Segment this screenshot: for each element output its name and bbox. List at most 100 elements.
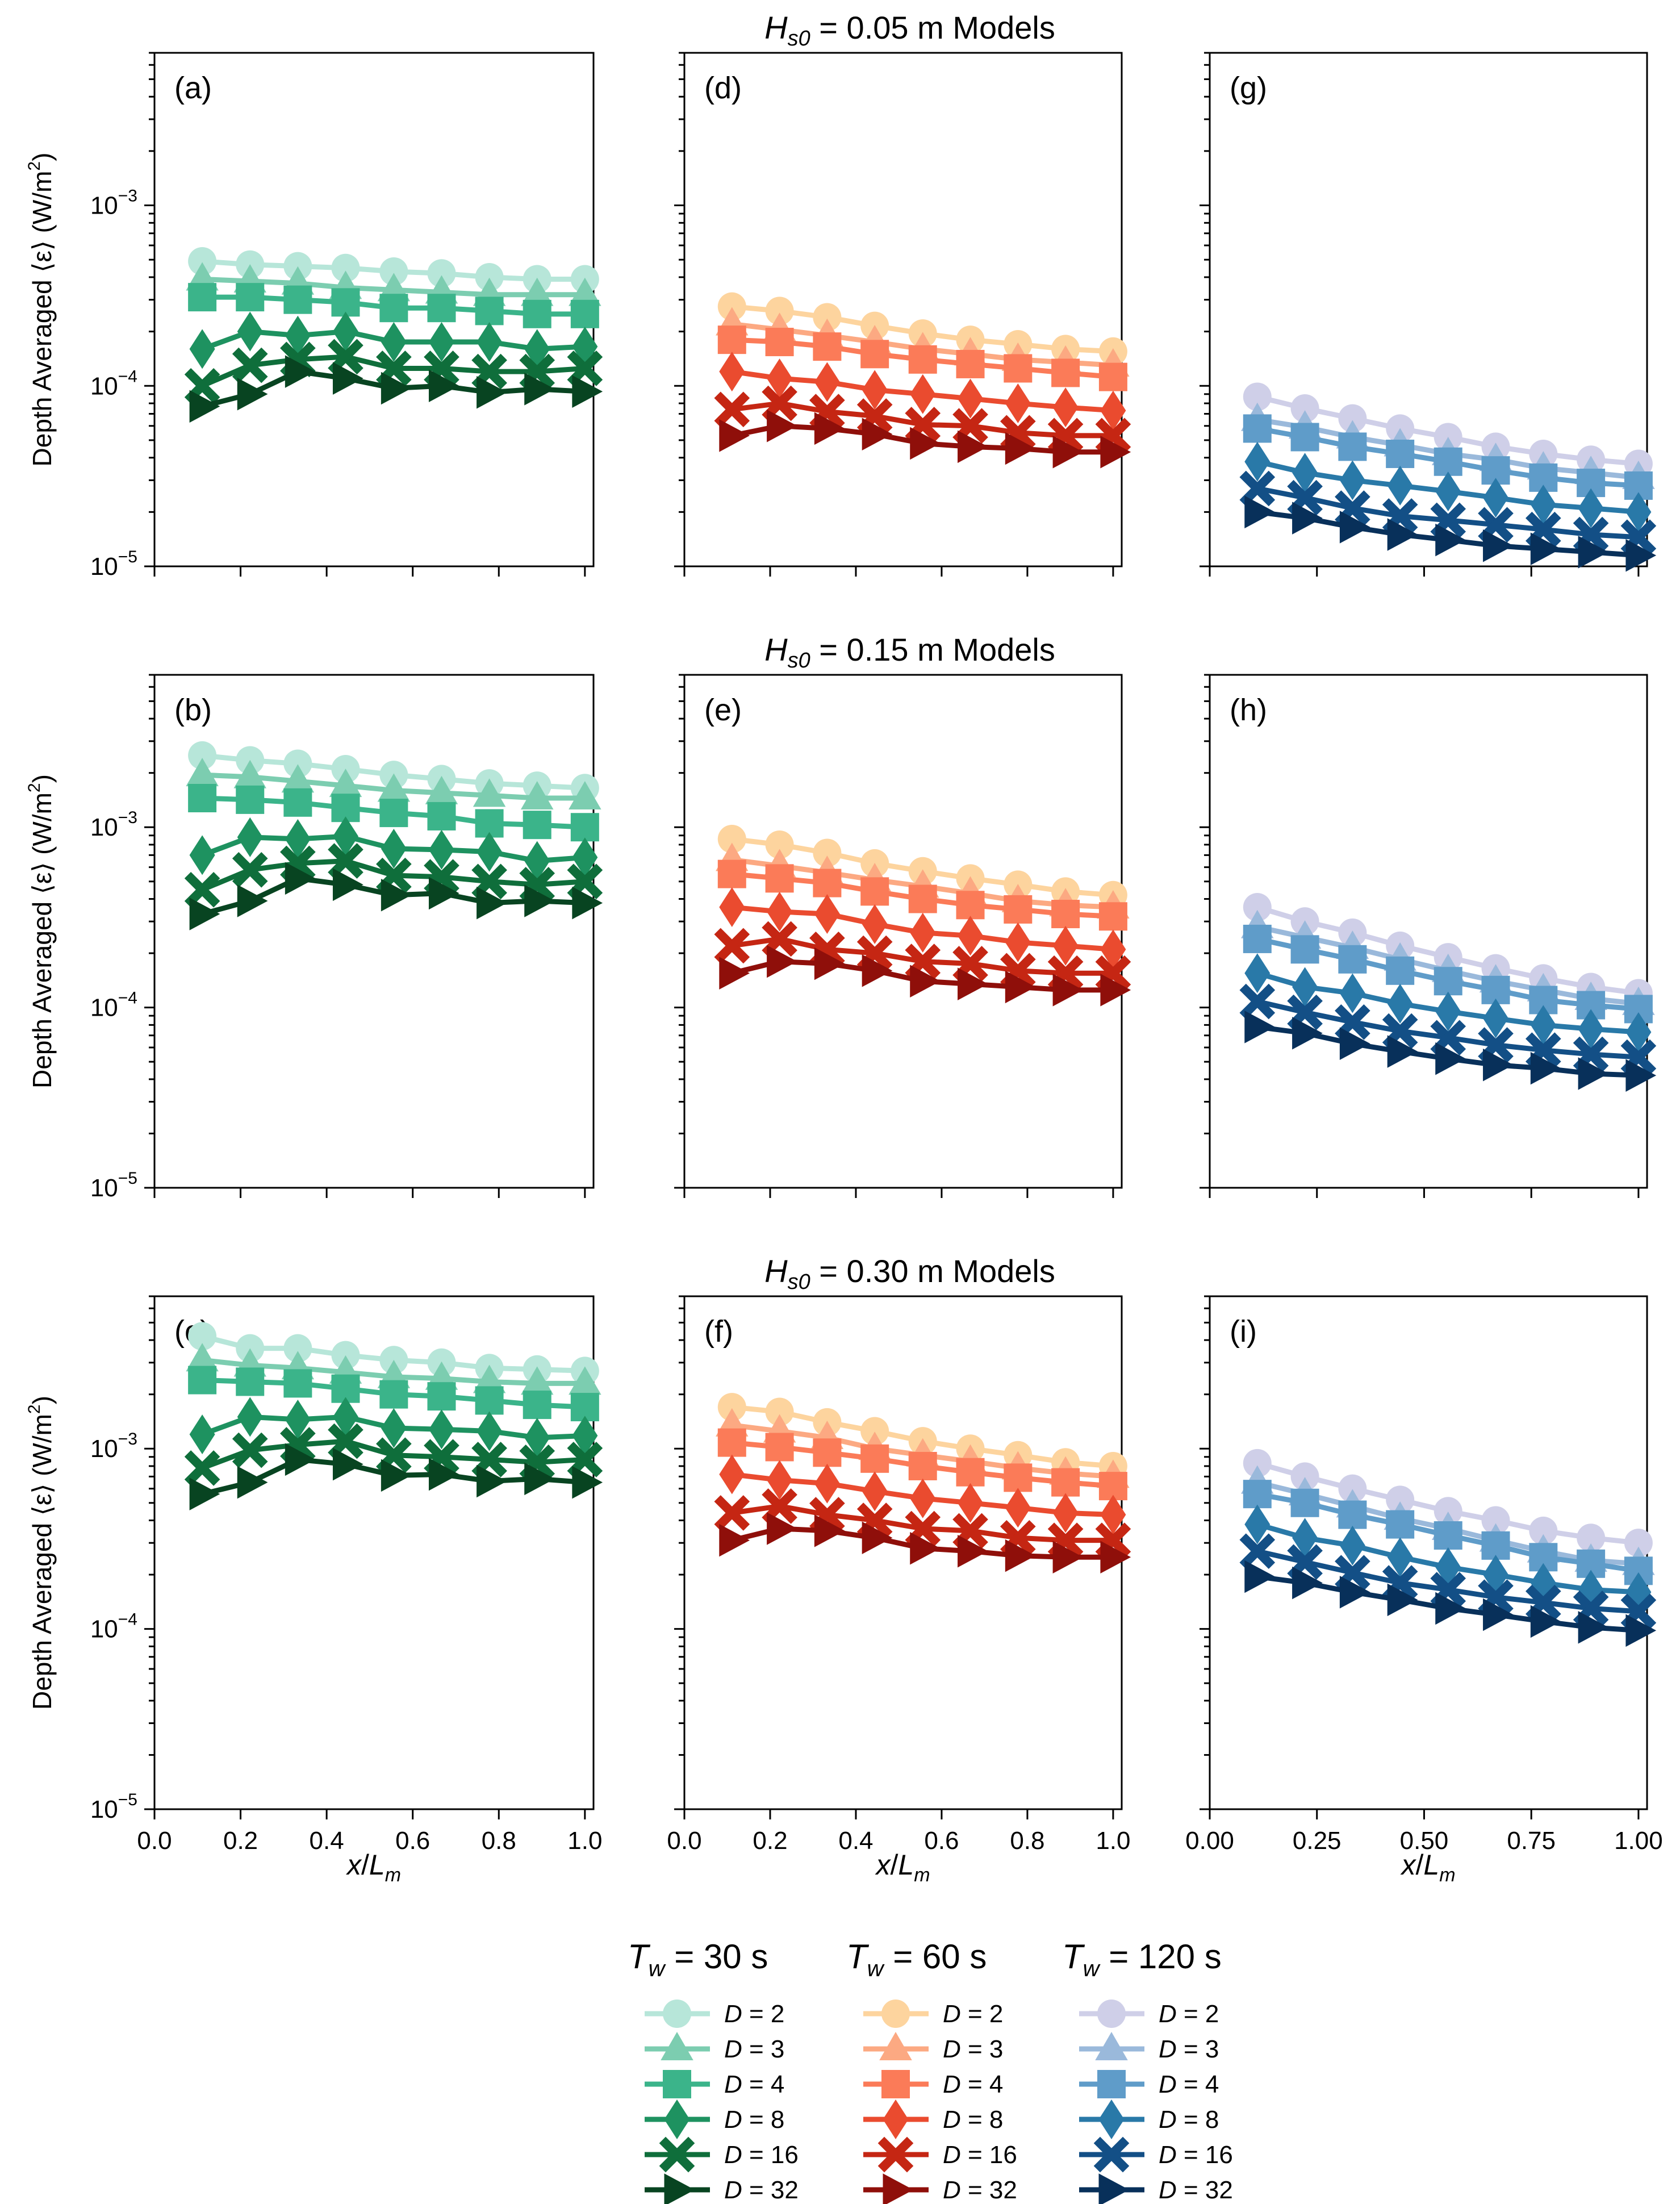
- data-point: [475, 297, 504, 325]
- data-point: [717, 1393, 746, 1422]
- legend-item: D = 8: [863, 2099, 1003, 2139]
- data-point: [186, 758, 219, 787]
- data-point: [1292, 502, 1323, 535]
- legend-item: D = 3: [1079, 2032, 1219, 2063]
- data-point: [762, 385, 797, 421]
- series-d8: [189, 1397, 598, 1458]
- data-point: [328, 339, 363, 375]
- data-point: [1052, 387, 1079, 428]
- data-point: [572, 837, 598, 878]
- data-point: [332, 868, 363, 901]
- data-point: [1052, 1493, 1079, 1533]
- data-point: [714, 1495, 750, 1531]
- data-point: [1100, 390, 1126, 431]
- series-d8: [1244, 953, 1652, 1052]
- x-tick-label: 0.0: [137, 1827, 172, 1855]
- panel-f: (f) 0.0 0.2 0.4 0.6 0.8 1.0: [667, 1295, 1131, 1855]
- data-point: [1387, 518, 1418, 551]
- data-point: [473, 778, 506, 807]
- data-point: [1100, 435, 1131, 469]
- data-point: [1244, 441, 1271, 482]
- data-point: [956, 349, 985, 378]
- data-point: [1530, 485, 1556, 525]
- data-point: [1290, 423, 1319, 452]
- data-point: [765, 1397, 794, 1426]
- data-point: [910, 965, 941, 997]
- data-point: [572, 375, 603, 408]
- x-tick-label: 1.0: [1096, 1827, 1130, 1855]
- data-point: [189, 329, 215, 369]
- legend-label: D = 4: [1159, 2071, 1219, 2098]
- data-point: [1292, 967, 1318, 1007]
- data-point: [477, 832, 503, 872]
- panel-a: (a) 10−3 10−4 10−5: [90, 52, 603, 581]
- data-point: [719, 957, 750, 990]
- legend-marker: [664, 2173, 695, 2204]
- legend-title: Tw = 30 s: [628, 1938, 768, 1981]
- data-point: [1435, 1592, 1466, 1625]
- data-point: [762, 921, 797, 957]
- x-tick-label: 0.00: [1185, 1827, 1234, 1855]
- data-point: [1005, 383, 1031, 424]
- legend-marker: [1097, 2070, 1126, 2098]
- data-point: [1239, 1533, 1276, 1569]
- data-point: [767, 1512, 797, 1545]
- panel-b: (b) 10−3 10−4 10−5: [90, 674, 603, 1202]
- data-point: [569, 781, 601, 810]
- data-point: [1529, 1516, 1558, 1545]
- data-point: [765, 328, 794, 357]
- data-point: [428, 1458, 459, 1491]
- panel-e: (e): [674, 674, 1131, 1198]
- data-point: [1005, 970, 1036, 1004]
- series-d8: [189, 816, 598, 881]
- data-point: [1578, 536, 1609, 569]
- legend-label: D = 3: [943, 2035, 1003, 2063]
- data-point: [233, 759, 266, 788]
- data-point: [381, 1408, 407, 1449]
- data-point: [428, 369, 459, 403]
- data-point: [908, 884, 937, 913]
- data-point: [332, 1447, 363, 1481]
- x-tick-label: 0.75: [1507, 1827, 1556, 1855]
- series-d4: [188, 1366, 599, 1422]
- data-point: [714, 928, 750, 964]
- legend-item: D = 16: [863, 2136, 1017, 2173]
- data-point: [524, 373, 555, 406]
- data-point: [958, 430, 988, 464]
- data-point: [1243, 414, 1272, 443]
- data-point: [236, 283, 265, 312]
- data-point: [1051, 900, 1080, 929]
- data-point: [910, 1531, 941, 1565]
- series-d16: [184, 1423, 603, 1486]
- data-point: [719, 887, 745, 928]
- data-point: [1338, 404, 1367, 433]
- data-point: [381, 1459, 412, 1492]
- data-point: [381, 322, 407, 362]
- data-point: [1243, 1480, 1272, 1509]
- legend-marker: [661, 2032, 693, 2060]
- data-point: [1578, 1009, 1604, 1049]
- data-point: [862, 1521, 893, 1555]
- x-axis-label: x/Lm: [1400, 1849, 1455, 1886]
- axes-frame: [153, 674, 595, 1189]
- legend-marker: [883, 2173, 914, 2204]
- data-point: [1578, 488, 1604, 528]
- data-point: [379, 1380, 408, 1409]
- legend-item: D = 4: [645, 2070, 784, 2098]
- legend-marker: [1097, 2000, 1126, 2028]
- legend-group-t120: Tw = 120 s D = 2 D = 3 D = 4 D = 8 D = 16 D = …: [1062, 1938, 1233, 2204]
- data-point: [910, 374, 936, 414]
- data-point: [1624, 1529, 1653, 1558]
- series-d8: [1244, 441, 1652, 532]
- y-tick-label: 10−4: [90, 367, 137, 400]
- data-point: [1339, 1525, 1365, 1566]
- legend-marker: [881, 2000, 910, 2028]
- data-point: [1434, 967, 1462, 996]
- data-point: [1578, 1057, 1609, 1090]
- data-point: [1435, 1042, 1466, 1075]
- data-point: [283, 1369, 312, 1398]
- data-point: [523, 811, 551, 840]
- data-point: [379, 799, 408, 828]
- series-d16: [714, 1488, 1131, 1558]
- data-point: [1625, 1059, 1657, 1092]
